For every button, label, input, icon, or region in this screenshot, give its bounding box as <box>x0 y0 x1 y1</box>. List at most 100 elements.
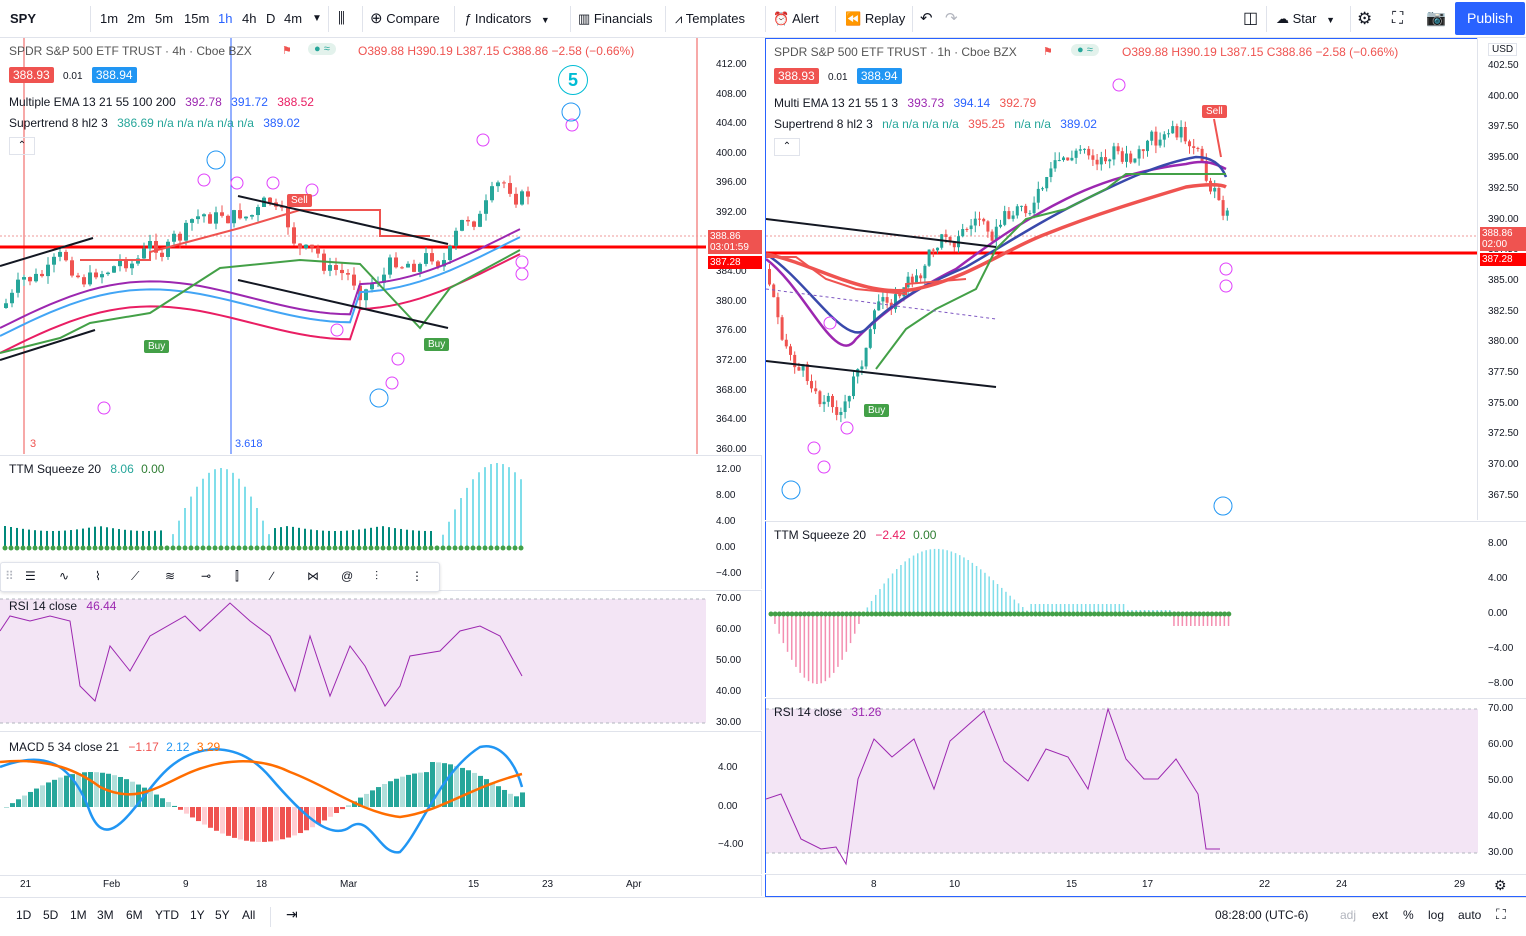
financials-button[interactable]: ▥ Financials <box>578 0 652 38</box>
right-ttm-pane[interactable]: TTM Squeeze 20 −2.42 0.00 8.00 4.00 0.00 −4… <box>765 521 1526 697</box>
interval-4m[interactable]: 4m <box>284 11 303 26</box>
compare-button[interactable]: ⊕ Compare <box>370 0 440 38</box>
ask-price[interactable]: 388.94 <box>856 68 902 84</box>
range-ytd[interactable]: YTD <box>155 908 179 922</box>
redo-icon[interactable]: ↷ <box>945 10 958 27</box>
drag-handle-icon[interactable]: ⠿ <box>5 569 14 583</box>
interval-5m[interactable]: 5m <box>155 11 174 26</box>
left-supertrend-legend[interactable]: Supertrend 8 hl2 3 386.69 n/a n/a n/a n/… <box>9 116 300 130</box>
gann-icon[interactable]: ⋮ <box>411 569 423 583</box>
candle-body <box>805 364 809 382</box>
axis-label: −4.00 <box>718 839 744 850</box>
abc-wave-icon[interactable]: ⌇ <box>95 569 101 583</box>
wave-d-circle <box>1213 496 1233 516</box>
market-status-icon[interactable]: ● ≈ <box>308 43 336 55</box>
right-rsi-legend[interactable]: RSI 14 close 31.26 <box>774 705 881 719</box>
gear-icon[interactable]: ⚙ <box>1494 877 1507 893</box>
flag-icon[interactable]: ⚑ <box>282 45 292 57</box>
range-5d[interactable]: 5D <box>43 908 59 922</box>
interval-4h[interactable]: 4h <box>242 11 257 26</box>
collapse-legend-icon[interactable]: ⌃ <box>9 137 35 155</box>
interval-d[interactable]: D <box>266 11 276 26</box>
right-price-axis[interactable]: USD 402.50 400.00 397.50 395.00 392.50 390.00… <box>1477 38 1526 520</box>
left-macd-pane[interactable]: MACD 5 34 close 21 −1.17 2.12 3.29 4.00 0… <box>0 731 762 874</box>
ask-price[interactable]: 388.94 <box>91 67 137 83</box>
flag-icon[interactable]: ⚑ <box>1043 46 1053 58</box>
gear-icon[interactable]: ⚙ <box>1357 9 1373 28</box>
spiral-icon[interactable]: @ <box>341 569 354 583</box>
currency-label[interactable]: USD <box>1488 43 1518 56</box>
right-rsi-chart[interactable] <box>766 699 1526 873</box>
candles-icon[interactable]: ⫼ <box>338 10 345 27</box>
left-time-axis[interactable]: 21 Feb 9 18 Mar 15 23 Apr <box>0 875 762 896</box>
left-price-pane[interactable]: SPDR S&P 500 ETF TRUST · 4h · Cboe BZX ⚑… <box>0 38 762 454</box>
vertical-lines-icon[interactable]: ⫿ <box>235 569 239 583</box>
right-ttm-chart[interactable] <box>766 522 1526 697</box>
left-ttm-chart[interactable] <box>0 456 762 589</box>
left-rsi-legend[interactable]: RSI 14 close 46.44 <box>9 599 116 613</box>
right-ema-legend[interactable]: Multi EMA 13 21 55 1 3 393.73 394.14 392… <box>774 96 1036 110</box>
interval-1h[interactable]: 1h <box>218 11 233 26</box>
clock[interactable]: 08:28:00 (UTC-6) <box>1215 908 1309 922</box>
interval-2m[interactable]: 2m <box>127 11 146 26</box>
adj-toggle[interactable]: adj <box>1340 908 1357 922</box>
left-macd-chart[interactable] <box>0 732 762 874</box>
collapse-legend-icon[interactable]: ⌃ <box>774 138 800 156</box>
range-all[interactable]: All <box>242 908 256 922</box>
camera-icon[interactable]: 📷 <box>1426 10 1446 27</box>
right-time-axis[interactable]: 8 10 15 17 22 24 29 ⚙ <box>765 874 1526 897</box>
left-price-chart[interactable] <box>0 38 762 454</box>
pattern-icon[interactable]: ⋈ <box>307 569 319 583</box>
interval-15m[interactable]: 15m <box>184 11 210 26</box>
range-1y[interactable]: 1Y <box>190 908 205 922</box>
ttm-histogram-bar <box>1101 604 1104 614</box>
ext-toggle[interactable]: ext <box>1372 908 1389 922</box>
bid-price[interactable]: 388.93 <box>774 68 819 84</box>
auto-toggle[interactable]: auto <box>1458 908 1482 922</box>
indicators-label: Indicators <box>474 11 532 26</box>
publish-button[interactable]: Publish <box>1455 2 1525 35</box>
interval-1m[interactable]: 1m <box>100 11 119 26</box>
horizontal-ray-icon[interactable]: ⊸ <box>201 569 212 583</box>
chevron-down-icon[interactable]: ▼ <box>312 13 322 24</box>
right-price-pane[interactable]: SPDR S&P 500 ETF TRUST · 1h · Cboe BZX ⚑… <box>765 38 1477 520</box>
ray-icon[interactable]: ∕ <box>271 569 274 583</box>
market-status-icon[interactable]: ● ≈ <box>1071 44 1099 56</box>
elliott-wave-icon[interactable]: ∿ <box>59 569 70 583</box>
left-price-axis[interactable]: 412.00 408.00 404.00 400.00 396.00 392.00 388.… <box>706 38 762 454</box>
fullscreen-icon[interactable]: ⛶ <box>1496 906 1506 922</box>
indicators-button[interactable]: ƒ Indicators ▼ <box>464 0 550 38</box>
layout-icon[interactable]: ◫ <box>1243 10 1259 27</box>
right-supertrend-legend[interactable]: Supertrend 8 hl2 3 n/a n/a n/a n/a 395.2… <box>774 117 1097 131</box>
right-ttm-legend[interactable]: TTM Squeeze 20 −2.42 0.00 <box>774 528 936 542</box>
left-rsi-chart[interactable] <box>0 591 762 730</box>
range-3m[interactable]: 3M <box>97 908 114 922</box>
channel-icon[interactable]: ⫶ <box>375 569 379 583</box>
percent-toggle[interactable]: % <box>1403 908 1414 922</box>
range-5y[interactable]: 5Y <box>215 908 230 922</box>
templates-button[interactable]: ⩘ Templates <box>675 0 745 38</box>
star-button[interactable]: ☁ Star ▼ <box>1276 0 1335 38</box>
log-toggle[interactable]: log <box>1428 908 1445 922</box>
right-rsi-pane[interactable]: RSI 14 close 31.26 70.00 60.00 50.00 40.00 3… <box>765 698 1526 873</box>
undo-icon[interactable]: ↶ <box>920 10 933 27</box>
replay-button[interactable]: ⏪ Replay <box>845 0 905 38</box>
fullscreen-icon[interactable]: ⛶ <box>1392 10 1404 27</box>
bid-price[interactable]: 388.93 <box>9 67 54 83</box>
range-6m[interactable]: 6M <box>126 908 143 922</box>
right-price-chart[interactable] <box>766 39 1477 520</box>
hline-icon[interactable]: ☰ <box>25 569 36 583</box>
macd-histogram-bar <box>382 784 387 807</box>
goto-date-icon[interactable]: ⇥ <box>286 906 298 922</box>
left-rsi-pane[interactable]: RSI 14 close 46.44 70.00 60.00 50.00 40.00 3… <box>0 590 762 730</box>
left-ttm-legend[interactable]: TTM Squeeze 20 8.06 0.00 <box>9 462 164 476</box>
symbol-search[interactable]: SPY <box>10 11 37 26</box>
candle-body <box>1162 134 1166 140</box>
fib-icon[interactable]: ≋ <box>165 569 176 583</box>
range-1d[interactable]: 1D <box>16 908 32 922</box>
range-1m[interactable]: 1M <box>70 908 87 922</box>
left-macd-legend[interactable]: MACD 5 34 close 21 −1.17 2.12 3.29 <box>9 740 220 754</box>
alert-button[interactable]: ⏰ Alert <box>773 0 819 38</box>
trendline-icon[interactable]: ⟋ <box>131 569 140 583</box>
left-ema-legend[interactable]: Multiple EMA 13 21 55 100 200 392.78 391… <box>9 95 314 109</box>
